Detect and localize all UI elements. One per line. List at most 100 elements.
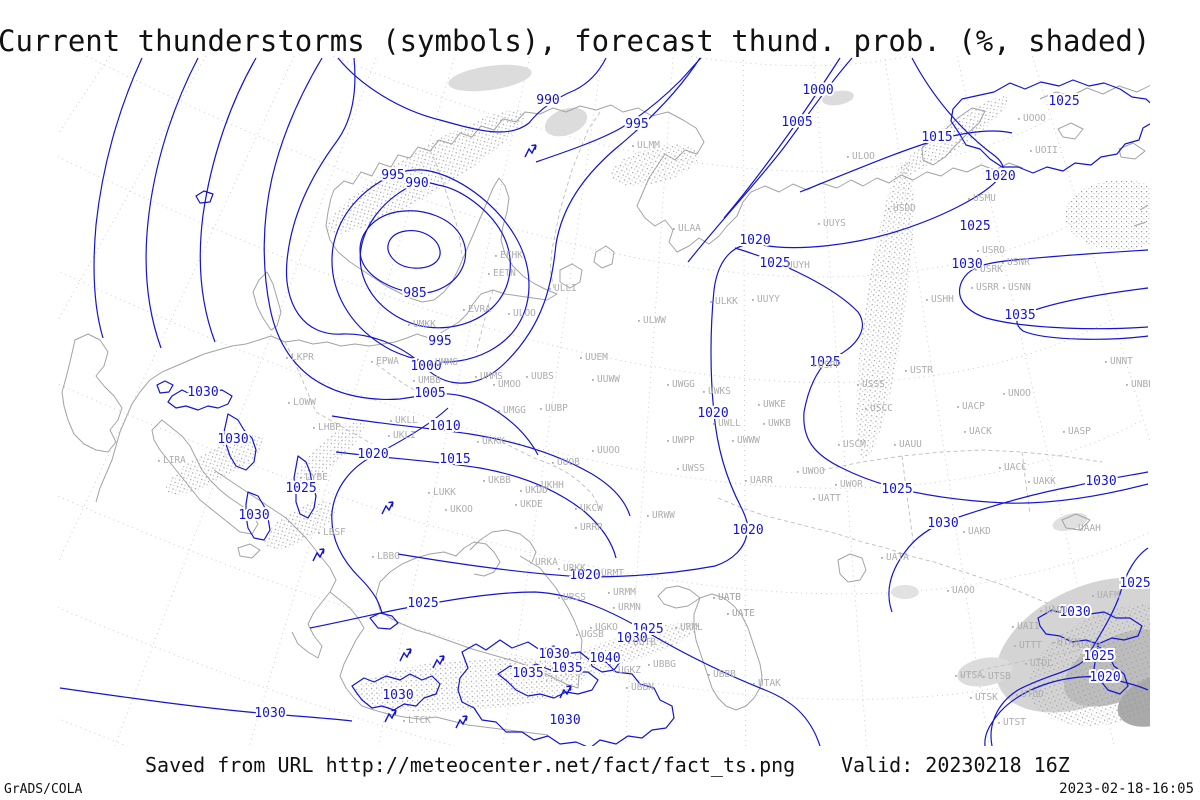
station-code: USDD <box>893 203 916 214</box>
station-dot <box>963 531 965 533</box>
station-code: UKLI <box>393 430 416 441</box>
station-dot <box>970 697 972 699</box>
station-dot <box>964 431 966 433</box>
station-dot <box>632 145 634 147</box>
border-line <box>501 441 601 509</box>
station-code: URMT <box>601 568 624 579</box>
station-code: UUOO <box>597 445 620 456</box>
coastline <box>151 419 261 559</box>
isobar-label: 1040 <box>589 651 620 666</box>
station-code: UKDE <box>520 499 543 510</box>
station-code: UKCW <box>580 503 603 514</box>
station-code: UKDD <box>525 485 548 496</box>
station-code: UUOB <box>557 457 580 468</box>
station-dot <box>703 391 705 393</box>
station-code: UAFM <box>1097 590 1120 601</box>
station-dot <box>158 460 160 462</box>
station-code: UKLL <box>395 415 418 426</box>
isobar-label: 1020 <box>1089 670 1120 685</box>
probability-shade-region <box>822 90 854 106</box>
border-line <box>549 111 601 289</box>
isobar-label: 1025 <box>759 256 790 271</box>
isobar-label: 1020 <box>697 406 728 421</box>
station-code: UTAK <box>758 678 781 689</box>
coastline <box>921 107 986 166</box>
coastline <box>252 271 282 331</box>
probability-shade-region <box>891 585 919 599</box>
terrain-region <box>295 420 365 484</box>
isobar-1010 <box>199 57 257 343</box>
station-code: ULAA <box>678 223 701 234</box>
station-code: USNN <box>1008 282 1031 293</box>
station-dot <box>758 404 760 406</box>
isobar-label: 1035 <box>512 666 543 681</box>
isobar-1030 <box>351 673 441 711</box>
station-code: LIRA <box>163 455 186 466</box>
terrain-region <box>611 144 699 186</box>
isobar-label: 1025 <box>881 482 912 497</box>
station-code: UARR <box>750 475 773 486</box>
isobar-1035 <box>497 663 599 699</box>
parallel-line <box>58 270 1144 489</box>
station-dot <box>847 156 849 158</box>
meridian-line <box>114 56 378 746</box>
isobar-990 <box>359 181 511 329</box>
station-code: URML <box>680 622 703 633</box>
station-dot <box>388 435 390 437</box>
station-code: LYBE <box>305 472 328 483</box>
station-code: LUKK <box>433 487 456 498</box>
station-dot <box>495 255 497 257</box>
station-dot <box>313 427 315 429</box>
map-title: Current thunderstorms (symbols), forecas… <box>0 24 1151 58</box>
station-code: LBSF <box>323 527 346 538</box>
station-code: UUYS <box>823 218 846 229</box>
coastline <box>1039 84 1150 227</box>
coastline <box>213 469 365 659</box>
station-code: EETN <box>493 268 516 279</box>
terrain-region <box>264 500 336 550</box>
border-line <box>901 455 915 549</box>
thunderstorm-symbol-icon <box>384 709 397 723</box>
terrain-speckle <box>165 96 1150 727</box>
isobar-label: 1000 <box>802 83 833 98</box>
station-code: UACC <box>1004 462 1027 473</box>
station-dot <box>390 420 392 422</box>
station-code: UWSS <box>682 463 705 474</box>
station-dot <box>288 402 290 404</box>
isobar-990 <box>337 57 607 133</box>
meridian-line <box>0 0 173 605</box>
station-dot <box>371 361 373 363</box>
station-code: LBBG <box>377 551 400 562</box>
station-code: UGKZ <box>618 665 641 676</box>
border-line <box>315 411 373 445</box>
station-dot <box>667 384 669 386</box>
station-dot <box>926 299 928 301</box>
station-dot <box>713 423 715 425</box>
station-dot <box>732 440 734 442</box>
station-code: UUYH <box>787 260 810 271</box>
station-dot <box>1012 626 1014 628</box>
isobar-label: 990 <box>405 176 428 191</box>
isobar-label: 1020 <box>732 523 763 538</box>
station-dot <box>971 287 973 289</box>
station-code: URKA <box>535 557 558 568</box>
station-code: UMMS <box>480 371 503 382</box>
station-code: UOII <box>1035 145 1058 156</box>
meridian-line <box>956 56 1115 746</box>
station-dot <box>955 675 957 677</box>
station-dot <box>508 313 510 315</box>
station-dot <box>613 607 615 609</box>
isobar-1025 <box>293 455 317 519</box>
station-code: ULMM <box>637 140 660 151</box>
isobar-1000 <box>687 57 853 263</box>
meridian-line <box>884 56 990 746</box>
station-dot <box>647 515 649 517</box>
station-code: UAOO <box>952 585 975 596</box>
station-code: UTDL <box>1030 658 1053 669</box>
station-dot <box>865 408 867 410</box>
station-dot <box>1040 610 1042 612</box>
station-dot <box>1003 393 1005 395</box>
isobar-label: 1035 <box>1004 308 1035 323</box>
station-dot <box>957 406 959 408</box>
